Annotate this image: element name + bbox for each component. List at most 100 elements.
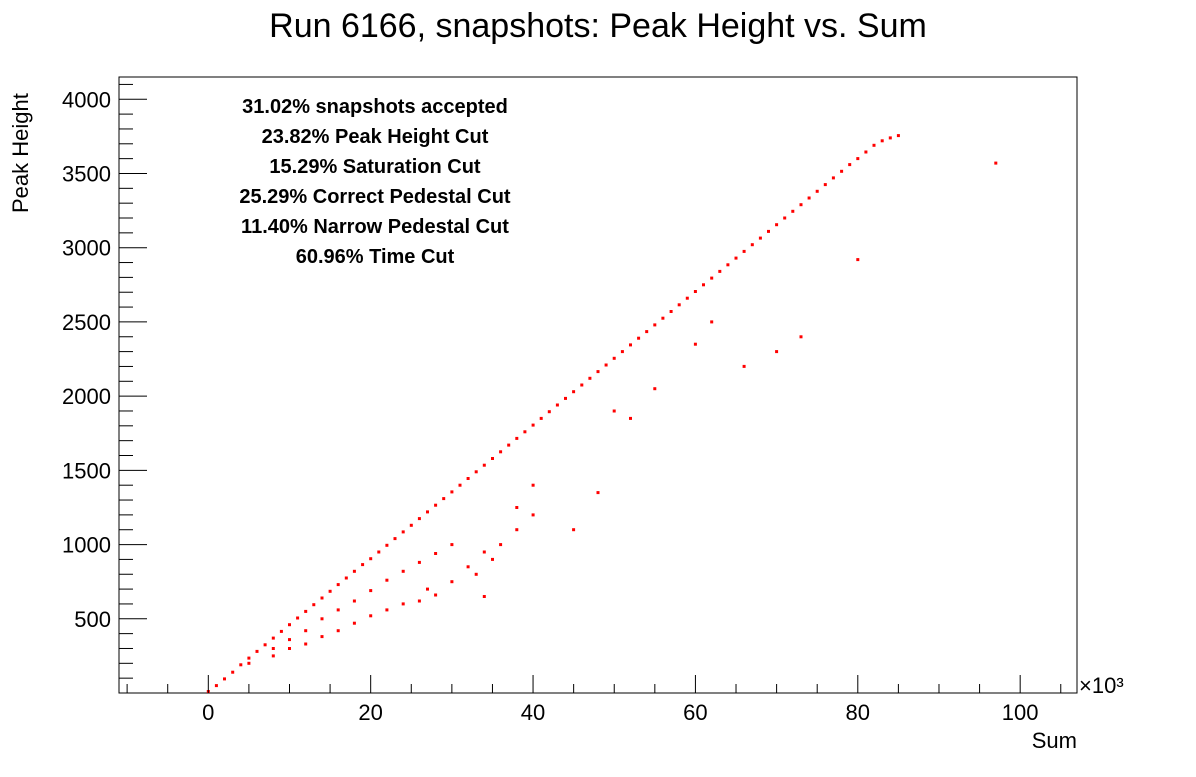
data-point bbox=[710, 276, 714, 280]
data-point bbox=[507, 443, 511, 447]
data-point bbox=[888, 136, 892, 140]
data-point bbox=[401, 530, 405, 534]
data-point bbox=[369, 557, 373, 561]
data-point bbox=[499, 450, 503, 454]
data-point bbox=[596, 491, 600, 495]
x-tick-label: 40 bbox=[521, 700, 545, 725]
data-point bbox=[775, 350, 779, 354]
data-point bbox=[612, 356, 616, 360]
y-axis: 500 1000 1500 2000 2500 3000 3500 4000 bbox=[62, 83, 147, 679]
data-point bbox=[994, 161, 998, 165]
data-point bbox=[417, 517, 421, 521]
data-point bbox=[482, 595, 486, 598]
data-point bbox=[450, 543, 454, 547]
data-point bbox=[336, 608, 340, 612]
data-point bbox=[491, 457, 494, 460]
data-point bbox=[685, 296, 689, 300]
y-tick-label: 1000 bbox=[62, 533, 111, 558]
points-layer bbox=[206, 134, 998, 693]
data-point bbox=[564, 396, 567, 400]
data-point bbox=[531, 423, 535, 427]
data-point bbox=[880, 139, 884, 143]
data-point bbox=[304, 609, 308, 613]
data-point bbox=[653, 387, 657, 391]
y-tick-label: 2000 bbox=[62, 384, 111, 409]
data-point bbox=[629, 343, 632, 347]
data-point bbox=[223, 677, 226, 681]
data-point bbox=[515, 436, 519, 440]
data-point bbox=[288, 623, 291, 627]
data-point bbox=[239, 663, 243, 667]
data-point bbox=[693, 342, 697, 346]
data-point bbox=[864, 150, 868, 154]
data-point bbox=[361, 563, 365, 567]
data-point bbox=[491, 557, 494, 561]
data-point bbox=[296, 616, 300, 620]
data-point bbox=[539, 416, 543, 420]
data-point bbox=[702, 283, 705, 287]
data-point bbox=[401, 602, 405, 606]
data-point bbox=[637, 336, 641, 340]
data-point bbox=[734, 256, 738, 260]
data-point bbox=[442, 497, 446, 501]
data-point bbox=[434, 593, 438, 597]
data-point bbox=[572, 528, 576, 532]
data-point bbox=[872, 143, 876, 147]
data-point bbox=[896, 134, 900, 138]
data-point bbox=[515, 528, 519, 532]
data-point bbox=[247, 656, 251, 660]
y-tick-label: 4000 bbox=[62, 87, 111, 112]
data-point bbox=[580, 383, 584, 387]
data-point bbox=[312, 603, 316, 607]
y-tick-label: 2500 bbox=[62, 310, 111, 335]
data-point bbox=[758, 236, 762, 240]
data-point bbox=[482, 550, 486, 554]
data-point bbox=[693, 290, 697, 293]
data-point bbox=[344, 576, 348, 580]
x-axis: 0 20 40 60 80 100 bbox=[126, 675, 1062, 725]
data-point bbox=[840, 169, 844, 173]
x-tick-label: 20 bbox=[358, 700, 382, 725]
x-tick-label: 80 bbox=[846, 700, 870, 725]
data-point bbox=[320, 635, 324, 639]
data-point bbox=[320, 617, 324, 621]
data-point bbox=[783, 216, 787, 220]
data-point bbox=[645, 330, 649, 334]
data-point bbox=[474, 470, 478, 474]
y-axis-label: Peak Height bbox=[8, 93, 33, 213]
data-point bbox=[791, 209, 795, 213]
data-point bbox=[304, 642, 308, 646]
data-point bbox=[742, 249, 746, 253]
data-point bbox=[807, 196, 811, 200]
annotation-line: 15.29% Saturation Cut bbox=[269, 156, 481, 178]
data-point bbox=[848, 163, 852, 167]
y-tick-label: 1500 bbox=[62, 458, 111, 483]
data-point bbox=[409, 523, 413, 527]
y-tick-label: 3000 bbox=[62, 236, 111, 261]
data-point bbox=[775, 223, 779, 227]
data-point bbox=[271, 647, 275, 650]
data-point bbox=[629, 416, 632, 420]
data-point bbox=[742, 364, 746, 368]
data-point bbox=[304, 629, 308, 633]
data-point bbox=[726, 263, 730, 267]
data-point bbox=[385, 578, 389, 582]
data-point bbox=[555, 403, 559, 407]
data-point bbox=[385, 608, 389, 612]
data-point bbox=[247, 661, 251, 665]
data-point bbox=[426, 510, 429, 514]
x-multiplier-label: ×10³ bbox=[1079, 673, 1124, 698]
annotations: 31.02% snapshots accepted 23.82% Peak Hei… bbox=[239, 96, 511, 268]
data-point bbox=[352, 569, 356, 573]
data-point bbox=[214, 684, 218, 688]
data-point bbox=[612, 409, 616, 413]
data-point bbox=[352, 599, 356, 603]
data-point bbox=[856, 258, 860, 262]
data-point bbox=[718, 269, 722, 273]
data-point bbox=[620, 350, 624, 354]
annotation-line: 31.02% snapshots accepted bbox=[242, 96, 508, 118]
data-point bbox=[426, 587, 429, 591]
y-tick-label: 500 bbox=[74, 607, 111, 632]
data-point bbox=[823, 183, 827, 187]
data-point bbox=[458, 483, 462, 487]
